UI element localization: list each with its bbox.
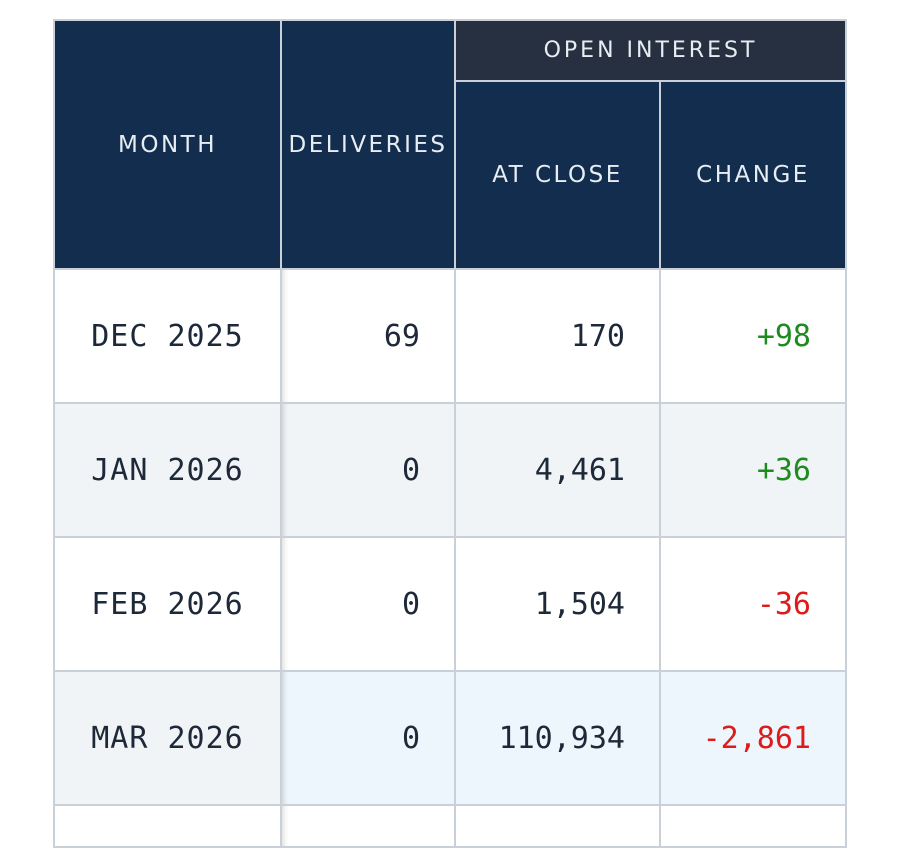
month-cell: MAR 2026 bbox=[53, 670, 282, 806]
deliveries-cell: 0 bbox=[280, 670, 456, 806]
empty-cell bbox=[454, 804, 661, 848]
change-cell: +36 bbox=[659, 402, 847, 538]
table-row: DEC 2025 69 170 +98 bbox=[53, 268, 847, 404]
change-cell: +98 bbox=[659, 268, 847, 404]
empty-cell bbox=[280, 804, 456, 848]
change-cell: -2,861 bbox=[659, 670, 847, 806]
month-cell: JAN 2026 bbox=[53, 402, 282, 538]
at-close-column-header[interactable]: AT CLOSE bbox=[454, 80, 661, 270]
month-column-header[interactable]: MONTH bbox=[53, 19, 282, 270]
table-row: FEB 2026 0 1,504 -36 bbox=[53, 536, 847, 672]
open-interest-group-header: OPEN INTEREST bbox=[454, 19, 847, 82]
table-row-highlighted: MAR 2026 0 110,934 -2,861 bbox=[53, 670, 847, 806]
change-cell: -36 bbox=[659, 536, 847, 672]
deliveries-cell: 0 bbox=[280, 402, 456, 538]
at-close-cell: 170 bbox=[454, 268, 661, 404]
table-row-partial bbox=[53, 804, 847, 848]
empty-cell bbox=[659, 804, 847, 848]
month-cell: FEB 2026 bbox=[53, 536, 282, 672]
at-close-cell: 4,461 bbox=[454, 402, 661, 538]
deliveries-column-header[interactable]: DELIVERIES bbox=[280, 19, 456, 270]
open-interest-table-container: MONTH DELIVERIES OPEN INTEREST AT CLOSE … bbox=[53, 19, 847, 848]
change-column-header[interactable]: CHANGE bbox=[659, 80, 847, 270]
month-cell: DEC 2025 bbox=[53, 268, 282, 404]
deliveries-cell: 0 bbox=[280, 536, 456, 672]
deliveries-cell: 69 bbox=[280, 268, 456, 404]
empty-cell bbox=[53, 804, 282, 848]
at-close-cell: 110,934 bbox=[454, 670, 661, 806]
at-close-cell: 1,504 bbox=[454, 536, 661, 672]
table-row: JAN 2026 0 4,461 +36 bbox=[53, 402, 847, 538]
open-interest-table: MONTH DELIVERIES OPEN INTEREST AT CLOSE … bbox=[53, 19, 847, 848]
